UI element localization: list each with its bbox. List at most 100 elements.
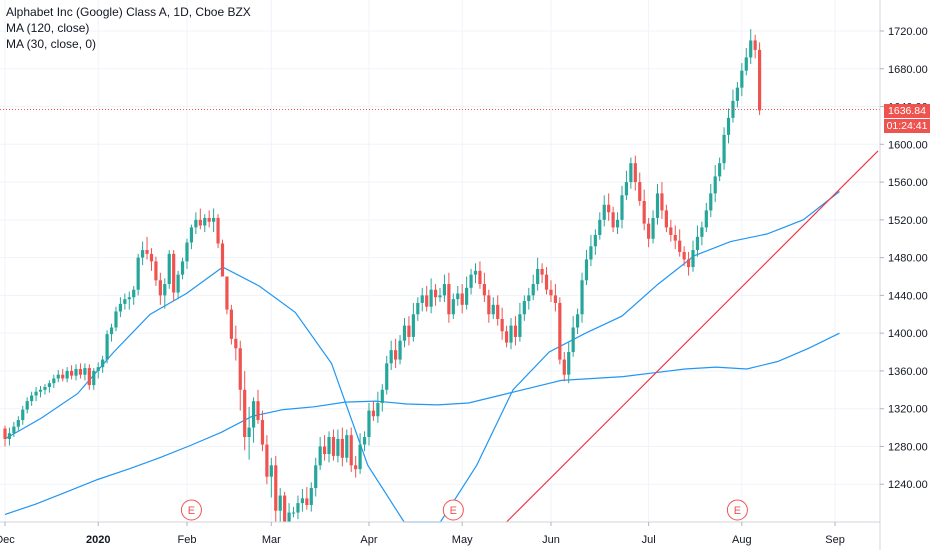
candle-body [43,386,47,390]
candle-body [402,325,407,341]
candle [296,495,300,520]
candle-body [709,193,713,211]
candle-body [558,302,562,360]
candle [549,280,553,302]
time-tick-label: Dec [0,534,15,546]
candle-body [189,227,194,243]
symbol-title[interactable]: Alphabet Inc (Google) Class A, 1D, Cboe … [6,5,251,19]
candle [336,429,340,463]
candle [544,267,549,295]
candle [429,278,433,314]
candle-body [442,284,447,296]
candle-body [136,257,140,290]
candle-body [287,512,291,522]
price-tick-label: 1400.00 [888,328,928,340]
candle [456,285,460,306]
chart-legend: Alphabet Inc (Google) Class A, 1D, Cboe … [6,4,251,52]
candle [287,503,291,522]
candle-body [473,270,478,275]
candle [318,437,322,471]
candle-body [127,297,131,300]
candle-body [416,302,420,315]
candle [136,253,140,296]
candle-body [638,182,642,201]
candle [473,263,478,284]
candle [700,221,704,246]
candle [234,325,238,361]
candle [180,257,185,280]
candle-body [345,435,349,458]
candle-body [567,352,571,375]
time-tick-label: Jun [542,534,560,546]
candle-body [238,348,242,390]
candle [291,506,296,518]
candle [482,272,486,302]
candle [172,250,176,302]
candle-body [349,435,353,466]
candle [673,225,677,250]
candle [256,389,260,424]
candle [105,330,109,364]
time-axis[interactable]: Dec 2020 Feb Mar Apr May Jun Jul Aug Sep [0,521,880,546]
candle-body [500,318,504,332]
candle-body [141,250,145,258]
candle-body [598,219,602,235]
candle [469,268,473,295]
candle-body [411,314,415,337]
candle [447,272,451,323]
candle [620,185,624,229]
candle [30,391,34,406]
candle-body [433,289,438,298]
candle [260,410,265,452]
candle-body [465,287,469,305]
candle [21,405,25,425]
candle-body [580,280,584,315]
candle-body [367,410,371,438]
candle [305,487,309,510]
candle-body [203,217,207,226]
candle-body [420,295,424,303]
candle-body [531,284,535,296]
candle-body [229,309,233,339]
candle-body [571,327,575,353]
candle [513,316,518,346]
price-tick-label: 1360.00 [888,366,928,378]
candle [362,431,367,452]
candle [118,297,123,318]
candle-body [602,204,606,220]
candle-body [154,261,158,281]
candle [229,304,233,345]
candle [278,488,282,522]
candle [598,212,602,240]
earnings-marker-circle [442,499,464,521]
candle [87,364,91,390]
candle [451,293,455,319]
candle [607,193,611,221]
candle-body [172,253,176,293]
price-axis[interactable]: 1240.00 1280.00 1320.00 1360.00 1400.00 1440.… [879,0,928,550]
time-tick-label: Mar [262,534,281,546]
time-tick-label: May [452,534,473,546]
candle [385,355,389,395]
candle-body [30,395,34,402]
candle-body [3,428,7,439]
candle [176,270,180,300]
candle-body [158,280,162,296]
time-tick-label: 2020 [86,534,110,546]
price-tick-label: 1280.00 [888,441,928,453]
time-tick-label: Feb [178,534,197,546]
candle [300,488,304,512]
candle [664,204,668,233]
candle [540,263,544,284]
chart-grid [0,0,880,522]
candle [411,302,415,342]
candle-body [544,274,549,290]
indicator-ma-120[interactable]: MA (120, close) [6,21,90,35]
candle [735,81,739,108]
candle-body [451,299,455,315]
candle [203,214,207,233]
indicator-ma-30[interactable]: MA (30, close, 0) [6,37,97,51]
candle-body [704,210,708,228]
